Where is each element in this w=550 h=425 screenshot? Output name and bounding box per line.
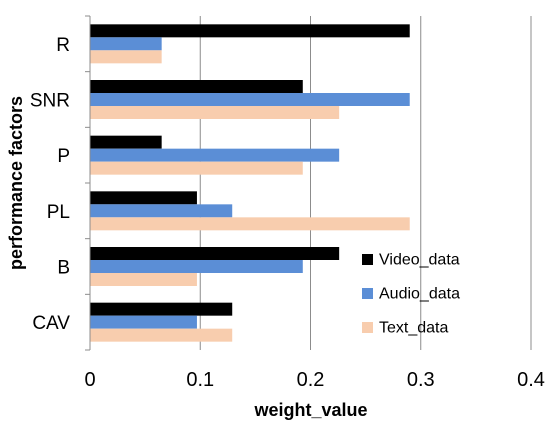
gridlines	[199, 16, 532, 350]
y-category-label: PL	[47, 202, 70, 223]
legend-swatch	[362, 288, 373, 299]
bar-video-data	[90, 24, 410, 38]
bar-video-data	[90, 135, 162, 149]
y-category-label: R	[56, 35, 70, 56]
x-tick-label: 0.1	[186, 369, 214, 391]
bar-text-data	[90, 328, 233, 342]
legend-label: Text_data	[379, 320, 448, 337]
y-category-label: P	[57, 146, 70, 167]
y-category-label: B	[57, 258, 70, 279]
x-tick-label: 0.2	[297, 369, 325, 391]
bar-text-data	[90, 273, 197, 286]
legend-item: Video_data	[362, 252, 460, 269]
bar-video-data	[90, 302, 233, 316]
x-tick-label: 0	[84, 369, 95, 391]
legend-label: Video_data	[379, 252, 460, 269]
x-tick-label: 0.4	[517, 369, 545, 391]
axes: 0 0.1 0.2 0.3 0.4 R SNR P PL B CAV	[30, 15, 545, 391]
bar-video-data	[90, 191, 197, 205]
legend-item: Text_data	[362, 320, 448, 337]
bar-video-data	[90, 80, 303, 93]
legend-swatch	[362, 254, 373, 265]
bar-video-data	[90, 247, 340, 260]
bar-text-data	[90, 217, 410, 231]
bar-audio-data	[90, 93, 410, 106]
x-axis-title: weight_value	[253, 400, 367, 420]
bar-audio-data	[90, 37, 162, 51]
y-category-label: SNR	[30, 91, 70, 112]
bar-audio-data	[90, 204, 233, 218]
y-category-label: CAV	[32, 313, 70, 334]
legend-label: Audio_data	[379, 286, 460, 303]
bar-audio-data	[90, 315, 197, 329]
bar-text-data	[90, 161, 303, 175]
x-tick-label: 0.3	[407, 369, 435, 391]
bar-audio-data	[90, 260, 303, 273]
bars	[90, 24, 410, 342]
legend: Video_data Audio_data Text_data	[362, 252, 460, 337]
legend-swatch	[362, 322, 373, 333]
y-axis-title: performance factors	[6, 96, 26, 270]
legend-item: Audio_data	[362, 286, 460, 303]
bar-text-data	[90, 50, 162, 64]
bar-audio-data	[90, 148, 340, 162]
bar-text-data	[90, 106, 340, 119]
